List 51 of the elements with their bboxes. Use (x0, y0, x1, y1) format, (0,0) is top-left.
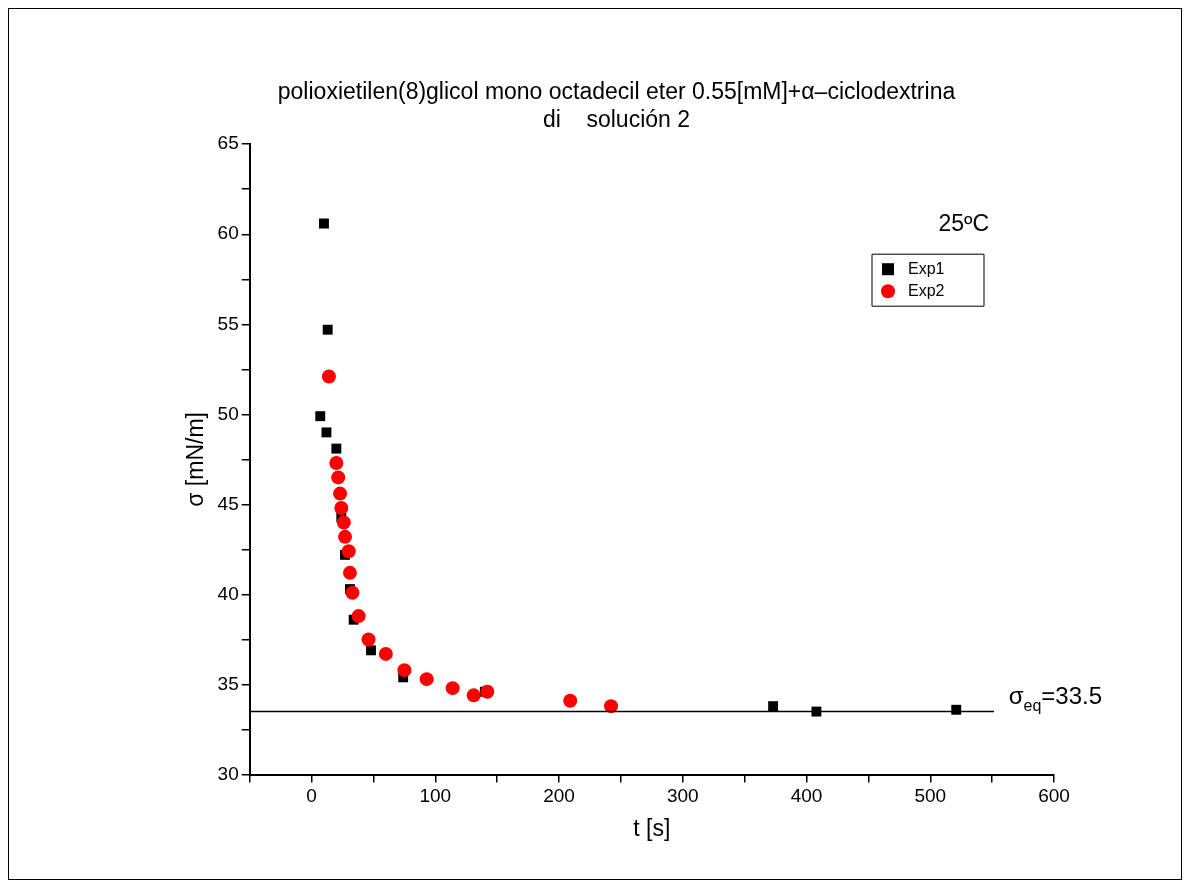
point (341, 544, 356, 559)
point (419, 672, 434, 687)
annotation: 25ºC (938, 210, 989, 237)
point (604, 699, 619, 714)
point (563, 693, 578, 708)
point (321, 427, 332, 438)
point (331, 443, 342, 454)
point (336, 515, 351, 530)
point (315, 411, 326, 422)
y-tick-label: 55 (217, 312, 239, 334)
chart-title: polioxietilen(8)glicol mono octadecil eter 0.55[mM]+α–ciclodextrina (277, 78, 956, 105)
point (351, 609, 366, 624)
x-tick-label: 0 (306, 785, 317, 807)
point (333, 486, 348, 501)
x-axis-title: t [s] (633, 814, 671, 841)
y-tick-label: 60 (217, 222, 239, 244)
x-tick-label: 100 (419, 785, 452, 807)
point (366, 645, 376, 656)
point (329, 456, 344, 470)
point (811, 706, 822, 717)
point (334, 501, 349, 516)
point (445, 681, 460, 696)
point (338, 529, 353, 544)
y-tick-label: 35 (217, 672, 239, 694)
point (768, 701, 779, 712)
y-tick-label: 40 (217, 582, 239, 604)
point (361, 632, 376, 647)
point (342, 565, 357, 580)
point (331, 470, 346, 485)
y-axis-title: σ [mN/m] (182, 412, 209, 507)
y-tick-label: 45 (217, 492, 239, 514)
y-tick-label: 50 (217, 402, 239, 424)
x-tick-label: 400 (790, 785, 823, 807)
x-tick-label: 500 (914, 785, 947, 807)
point (951, 704, 962, 715)
point (319, 218, 329, 229)
x-tick-label: 200 (543, 785, 575, 807)
point (322, 324, 333, 335)
y-tick-label: 30 (217, 762, 239, 784)
point (466, 688, 481, 703)
point (397, 663, 412, 678)
x-tick-label: 600 (1038, 785, 1070, 807)
legend-label: Exp2 (908, 281, 945, 299)
point (345, 585, 360, 600)
legend-label: Exp1 (908, 259, 945, 277)
y-tick-label: 65 (217, 132, 239, 154)
point (378, 646, 393, 661)
point (321, 369, 336, 384)
chart-subtitle: di solución 2 (542, 105, 691, 132)
x-tick-label: 300 (666, 785, 699, 807)
point (480, 684, 495, 699)
